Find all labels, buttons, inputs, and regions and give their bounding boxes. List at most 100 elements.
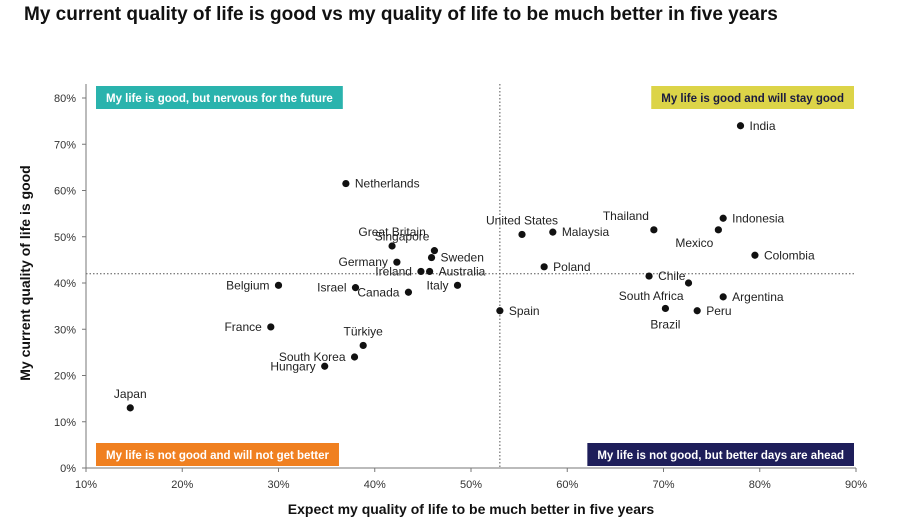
- point-south-africa: South Africa: [619, 279, 693, 303]
- point-label: Great Britain: [358, 225, 425, 239]
- point-label: Poland: [553, 260, 590, 274]
- quadrant-label-text: My life is good and will stay good: [661, 93, 844, 105]
- quadrant-label-box: [96, 443, 339, 466]
- quadrant-label-top-left: My life is good, but nervous for the fut…: [96, 86, 343, 109]
- point-hungary: Hungary: [270, 359, 329, 373]
- point-label: Brazil: [650, 317, 680, 331]
- point-italy: Italy: [427, 278, 462, 292]
- point-india: India: [736, 119, 776, 133]
- point-label: Spain: [509, 304, 540, 318]
- point-spain: Spain: [496, 304, 540, 318]
- point-label: Australia: [439, 264, 486, 278]
- x-tick-label: 80%: [749, 479, 771, 491]
- point-peru: Peru: [693, 304, 732, 318]
- y-tick-label: 80%: [54, 93, 76, 105]
- point-label: Thailand: [603, 209, 649, 223]
- point-netherlands: Netherlands: [342, 177, 420, 191]
- point-israel: Israel: [317, 281, 360, 295]
- point-label: Colombia: [764, 248, 815, 262]
- y-tick-label: 30%: [54, 324, 76, 336]
- quadrant-label-top-right: My life is good and will stay good: [651, 86, 854, 109]
- point-ireland: Ireland: [375, 264, 425, 278]
- point-australia: Australia: [426, 264, 486, 278]
- point-marker: [427, 253, 436, 262]
- point-poland: Poland: [540, 260, 591, 274]
- y-tick-label: 70%: [54, 139, 76, 151]
- point-label: Germany: [339, 255, 388, 269]
- point-chile: Chile: [645, 269, 686, 283]
- y-tick-label: 60%: [54, 186, 76, 198]
- point-label: Mexico: [675, 236, 713, 250]
- point-marker: [359, 341, 367, 350]
- point-label: Argentina: [732, 290, 784, 304]
- point-marker: [404, 288, 413, 296]
- point-label: Canada: [357, 285, 399, 299]
- point-marker: [736, 122, 745, 130]
- point-label: Indonesia: [732, 211, 784, 225]
- quadrant-label-text: My life is not good and will not get bet…: [106, 450, 329, 462]
- point-marker: [661, 304, 670, 313]
- point-label: United States: [486, 213, 558, 227]
- point-label: Italy: [427, 278, 449, 292]
- x-tick-label: 10%: [75, 479, 97, 491]
- point-malaysia: Malaysia: [549, 225, 609, 239]
- point-label: Ireland: [375, 264, 412, 278]
- point-label: South Africa: [619, 289, 684, 303]
- point-label: France: [224, 320, 262, 334]
- quadrant-label-text: My life is not good, but better days are…: [597, 450, 844, 462]
- point-colombia: Colombia: [751, 248, 815, 262]
- point-marker: [518, 230, 526, 239]
- point-france: France: [224, 320, 275, 334]
- point-canada: Canada: [357, 285, 413, 299]
- point-marker: [267, 323, 275, 331]
- quadrant-labels: My life is good, but nervous for the fut…: [96, 86, 854, 466]
- x-tick-label: 60%: [556, 479, 578, 491]
- point-singapore: Singapore: [375, 230, 439, 255]
- point-t-rkiye: Türkiye: [344, 324, 383, 350]
- point-marker: [719, 293, 727, 301]
- axes: 10% 20% 30% 40% 50% 60% 70% 80% 90% 0% 10% 20% 30% 40…: [54, 84, 867, 491]
- y-tick-label: 0%: [60, 463, 76, 475]
- point-thailand: Thailand: [603, 209, 658, 234]
- point-marker: [350, 353, 359, 361]
- point-marker: [549, 228, 557, 236]
- point-south-korea: South Korea: [279, 350, 359, 364]
- x-tick-label: 20%: [171, 479, 193, 491]
- quadrant-label-box: [587, 443, 854, 466]
- point-marker: [693, 307, 701, 315]
- point-marker: [719, 214, 727, 222]
- point-indonesia: Indonesia: [719, 211, 785, 225]
- point-label: Hungary: [270, 359, 315, 373]
- point-marker: [540, 263, 548, 271]
- point-great-britain: Great Britain: [358, 225, 426, 250]
- quadrant-label-box: [651, 86, 854, 109]
- point-label: Netherlands: [355, 177, 420, 191]
- point-marker: [496, 307, 504, 315]
- point-marker: [126, 404, 134, 412]
- point-label: Japan: [114, 387, 147, 401]
- point-marker: [274, 281, 283, 289]
- point-label: India: [750, 119, 776, 133]
- point-label: Sweden: [441, 251, 484, 265]
- point-marker: [645, 272, 653, 280]
- y-tick-label: 40%: [54, 278, 76, 290]
- point-label: Belgium: [226, 278, 269, 292]
- point-marker: [417, 267, 425, 276]
- point-marker: [342, 179, 350, 188]
- point-marker: [714, 226, 722, 234]
- quadrant-label-box: [96, 86, 343, 109]
- point-sweden: Sweden: [427, 251, 484, 265]
- point-marker: [650, 226, 658, 234]
- point-argentina: Argentina: [719, 290, 784, 304]
- point-marker: [388, 242, 396, 250]
- point-germany: Germany: [339, 255, 401, 269]
- point-marker: [351, 284, 360, 292]
- quadrant-label-text: My life is good, but nervous for the fut…: [106, 93, 333, 105]
- point-label: Peru: [706, 304, 731, 318]
- point-japan: Japan: [114, 387, 147, 412]
- point-label: Israel: [317, 281, 346, 295]
- x-tick-label: 90%: [845, 479, 867, 491]
- quadrant-label-bottom-right: My life is not good, but better days are…: [587, 443, 854, 466]
- x-tick-label: 70%: [652, 479, 674, 491]
